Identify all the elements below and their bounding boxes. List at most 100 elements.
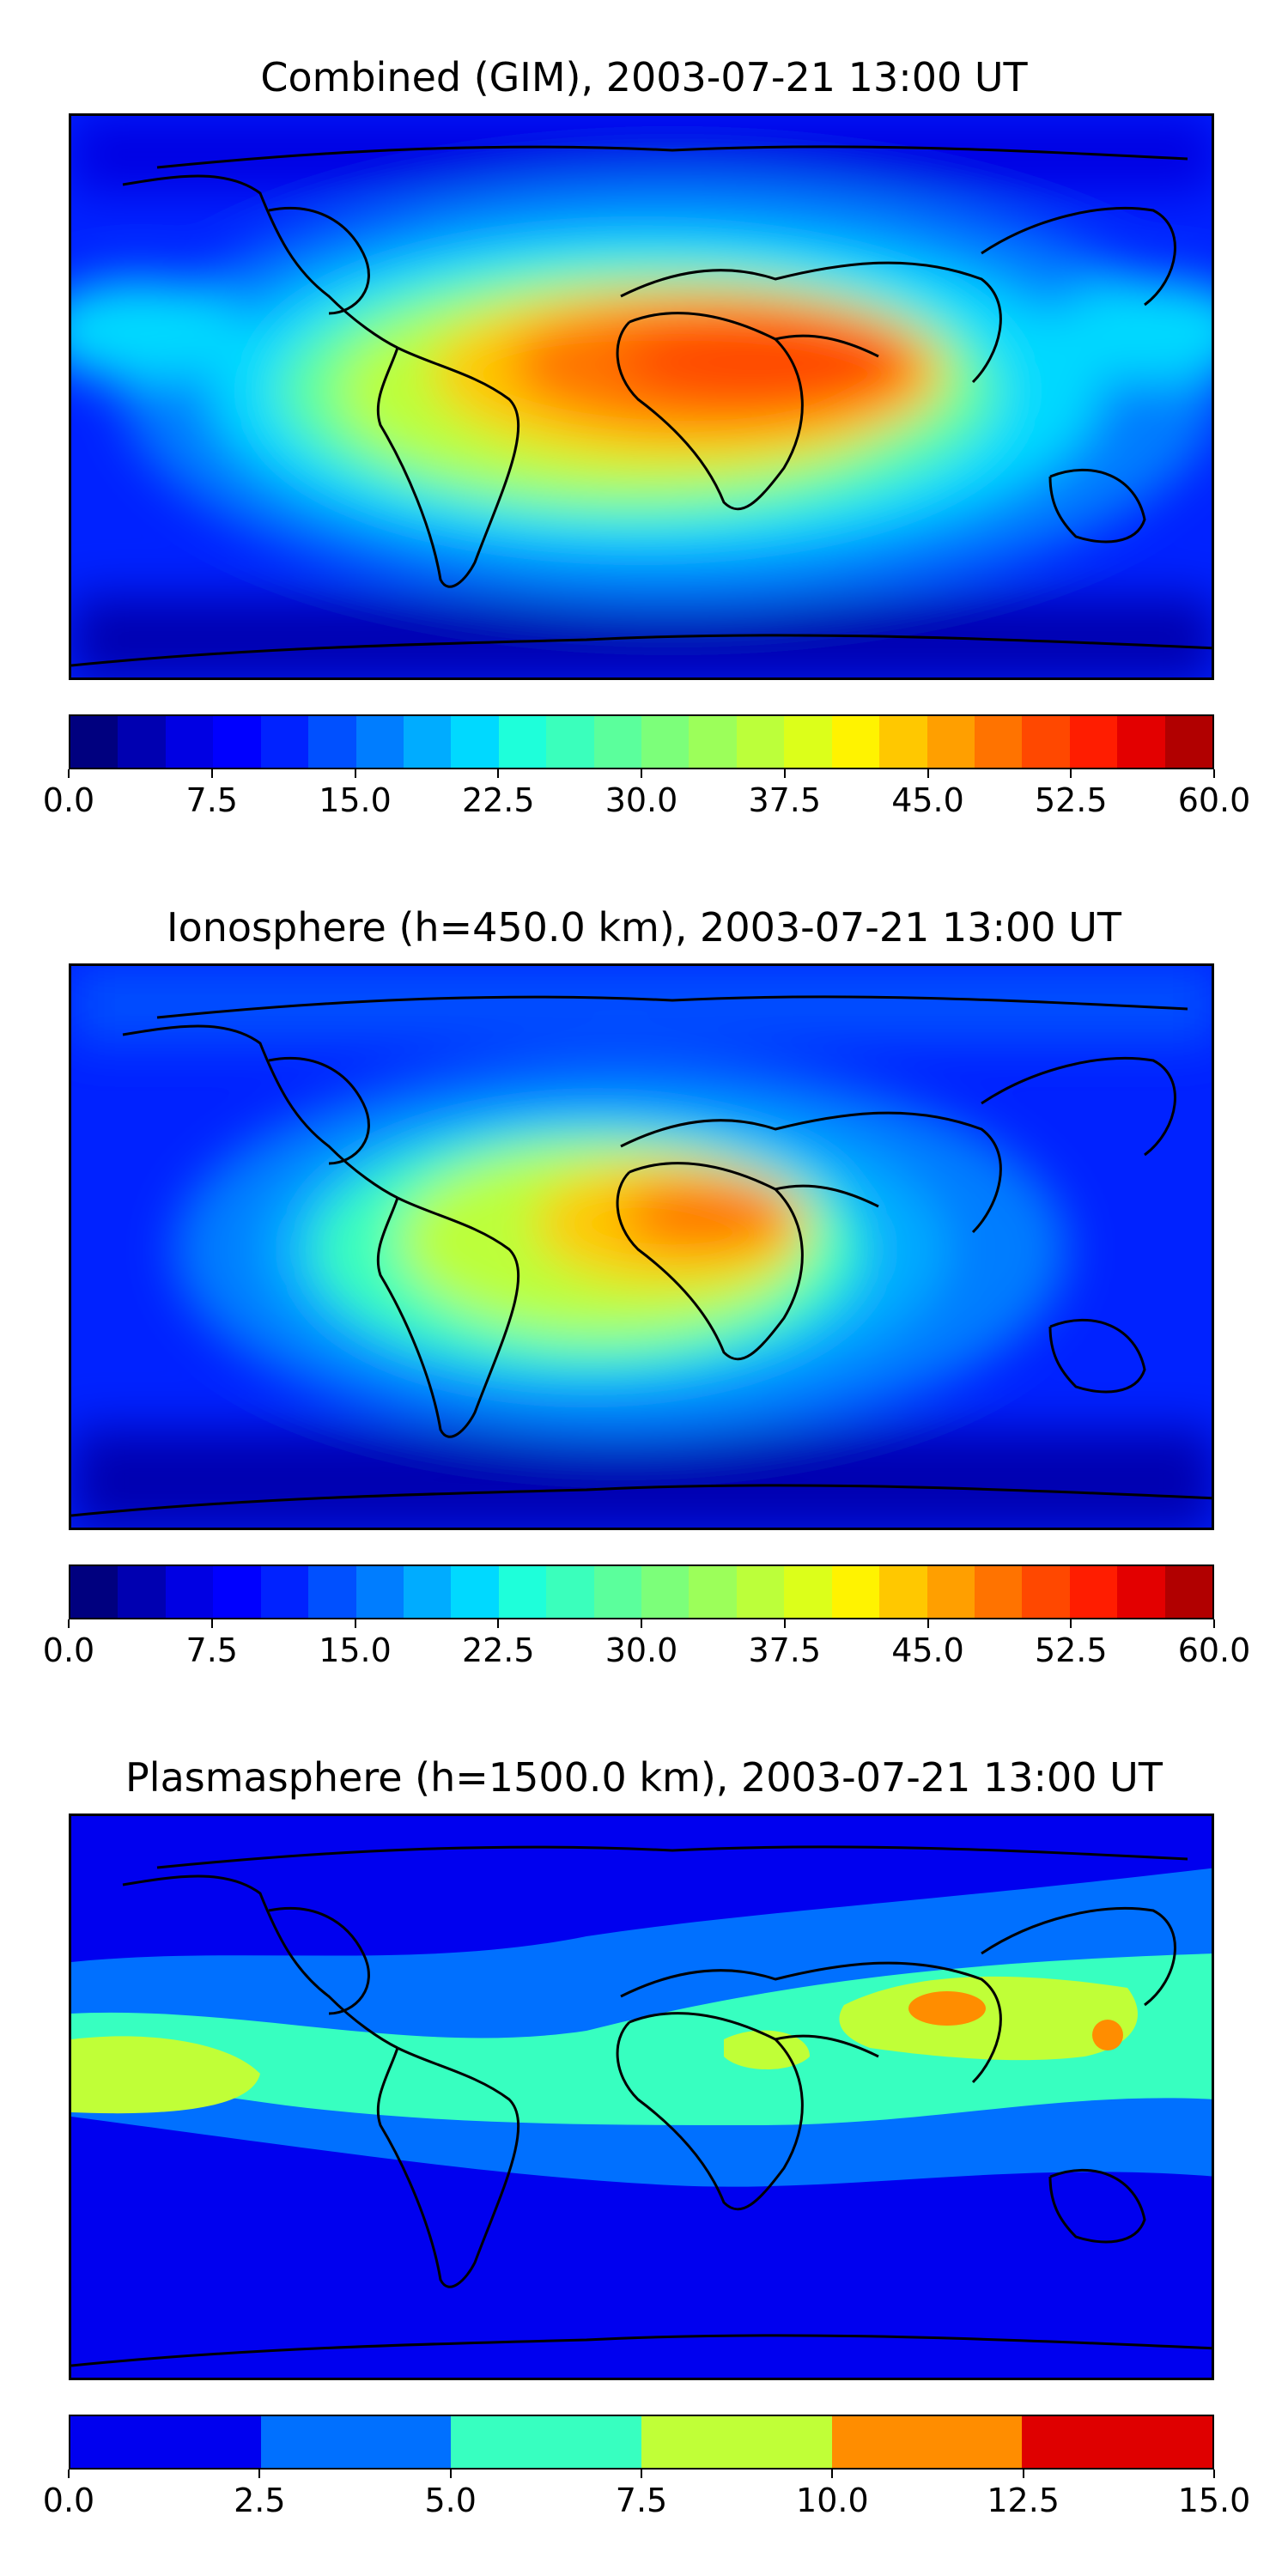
tick-label: 37.5 — [748, 1631, 822, 1669]
tick-label: 15.0 — [319, 781, 392, 819]
colorbar-segment — [641, 2416, 832, 2468]
colorbar-segment — [498, 1566, 547, 1618]
tick-mark — [927, 769, 929, 778]
colorbar-segment — [879, 1566, 927, 1618]
tick-mark — [1022, 2470, 1024, 2478]
colorbar-segment — [118, 1566, 166, 1618]
tick-mark — [783, 769, 786, 778]
colorbar-segment — [831, 2416, 1023, 2468]
panel-2-title: Ionosphere (h=450.0 km), 2003-07-21 13:0… — [167, 904, 1121, 951]
colorbar-segment — [451, 716, 499, 768]
colorbar-segment — [784, 716, 832, 768]
colorbar-segment — [213, 716, 261, 768]
colorbar-segment — [641, 716, 690, 768]
colorbar-segment — [70, 1566, 118, 1618]
tick-label: 45.0 — [891, 1631, 964, 1669]
colorbar-segment — [70, 2416, 261, 2468]
colorbar-segment — [975, 716, 1023, 768]
colorbar-segment — [593, 716, 642, 768]
colorbar-segment — [689, 716, 737, 768]
colorbar-segment — [689, 1566, 737, 1618]
panel-1-map — [69, 113, 1214, 680]
tick-label: 22.5 — [461, 1631, 535, 1669]
plasmasphere-contour-map — [71, 1816, 1212, 2378]
tick-label: 12.5 — [987, 2482, 1060, 2519]
colorbar-segment — [1022, 716, 1070, 768]
panel-3-colorbar-ticks: 0.0 2.5 5.0 7.5 10.0 12.5 15.0 — [43, 2470, 1250, 2521]
colorbar-segment — [593, 1566, 642, 1618]
tick-label: 15.0 — [319, 1631, 392, 1669]
tick-mark — [258, 2470, 261, 2478]
tick-label: 15.0 — [1177, 2482, 1251, 2519]
tick-mark — [354, 1619, 356, 1628]
colorbar-segment — [451, 2416, 642, 2468]
colorbar-segment — [879, 716, 927, 768]
colorbar-segment — [213, 1566, 261, 1618]
coastlines — [71, 1845, 1212, 2367]
coastlines — [71, 995, 1212, 1517]
tick-label: 22.5 — [461, 781, 535, 819]
tick-mark — [449, 2470, 452, 2478]
colorbar-segment — [70, 716, 118, 768]
tick-label: 52.5 — [1034, 1631, 1108, 1669]
panel-3-title: Plasmasphere (h=1500.0 km), 2003-07-21 1… — [125, 1754, 1163, 1801]
colorbar-segment — [975, 1566, 1023, 1618]
colorbar-segment — [927, 1566, 975, 1618]
colorbar-segment — [546, 1566, 594, 1618]
colorbar-segment — [260, 1566, 309, 1618]
colorbar-segment — [546, 716, 594, 768]
tick-mark — [927, 1619, 929, 1628]
tick-mark — [641, 769, 642, 778]
tick-mark — [210, 769, 213, 778]
panel-1-colorbar — [69, 714, 1214, 769]
colorbar-segment — [1117, 716, 1165, 768]
tick-mark — [641, 2470, 642, 2478]
tick-label: 60.0 — [1177, 1631, 1251, 1669]
tick-mark — [68, 1619, 70, 1628]
colorbar-segment — [1022, 2416, 1212, 2468]
tick-mark — [1213, 769, 1215, 778]
tick-label: 5.0 — [424, 2482, 477, 2519]
tick-mark — [1070, 1619, 1072, 1628]
tick-mark — [68, 769, 70, 778]
tick-mark — [354, 769, 356, 778]
tick-label: 7.5 — [615, 2482, 668, 2519]
colorbar-segment — [736, 716, 785, 768]
colorbar-segment — [831, 716, 880, 768]
colorbar-segment — [1164, 716, 1212, 768]
colorbar-segment — [498, 716, 547, 768]
tick-mark — [210, 1619, 213, 1628]
colorbar-segment — [355, 716, 404, 768]
tick-label: 10.0 — [796, 2482, 869, 2519]
tick-label: 0.0 — [42, 2482, 95, 2519]
colorbar-segment — [165, 1566, 214, 1618]
tick-mark — [68, 2470, 70, 2478]
colorbar-segment — [260, 2416, 452, 2468]
colorbar-segment — [260, 716, 309, 768]
tick-label: 2.5 — [234, 2482, 286, 2519]
tick-label: 45.0 — [891, 781, 964, 819]
tick-label: 0.0 — [42, 781, 95, 819]
coastlines — [71, 145, 1212, 667]
combined-gim-contour-map — [71, 116, 1212, 677]
colorbar-segment — [355, 1566, 404, 1618]
tick-label: 52.5 — [1034, 781, 1108, 819]
tick-label: 37.5 — [748, 781, 822, 819]
tick-label: 60.0 — [1177, 781, 1251, 819]
panel-2-map — [69, 963, 1214, 1530]
colorbar-segment — [308, 716, 356, 768]
tick-mark — [1213, 1619, 1215, 1628]
colorbar-segment — [1069, 716, 1118, 768]
panel-1-title: Combined (GIM), 2003-07-21 13:00 UT — [260, 54, 1028, 100]
colorbar-segment — [118, 716, 166, 768]
colorbar-segment — [403, 1566, 452, 1618]
panel-1-colorbar-ticks: 0.0 7.5 15.0 22.5 30.0 37.5 45.0 52.5 60.0 — [43, 769, 1250, 821]
tick-mark — [497, 769, 500, 778]
colorbar-segment — [1022, 1566, 1070, 1618]
colorbar-segment — [1117, 1566, 1165, 1618]
ionosphere-contour-map — [71, 966, 1212, 1528]
colorbar-segment — [927, 716, 975, 768]
colorbar-segment — [831, 1566, 880, 1618]
tick-label: 30.0 — [605, 1631, 678, 1669]
colorbar-segment — [641, 1566, 690, 1618]
